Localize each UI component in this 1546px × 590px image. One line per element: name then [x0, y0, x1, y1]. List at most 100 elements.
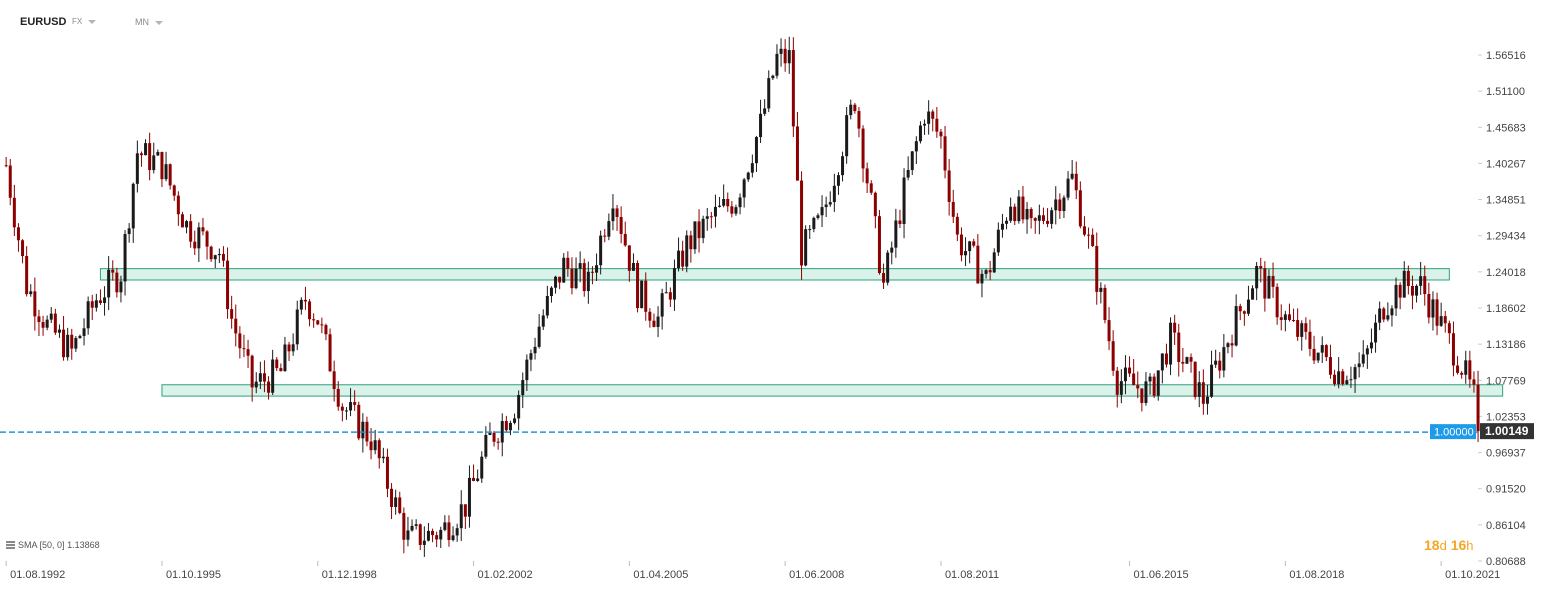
candle-body — [713, 206, 717, 217]
candle-body — [910, 151, 914, 170]
candle-body — [303, 299, 307, 302]
candle-body — [1275, 286, 1279, 318]
candle-body — [1201, 382, 1205, 404]
candle-body — [324, 325, 328, 335]
candle-body — [730, 206, 734, 214]
candle-body — [968, 241, 972, 252]
candle-body — [853, 104, 857, 112]
candle-body — [906, 169, 910, 178]
candle-body — [66, 334, 70, 358]
candle-body — [1328, 357, 1332, 375]
market-selector[interactable]: FX — [72, 17, 97, 26]
candle-body — [918, 125, 922, 142]
candle-body — [1074, 173, 1078, 191]
candle-body — [472, 477, 476, 481]
candle-body — [791, 50, 795, 127]
candle-body — [718, 205, 722, 207]
candle-body — [406, 530, 410, 540]
symbol-label[interactable]: EURUSD — [20, 16, 67, 28]
candle-body — [1005, 220, 1009, 224]
candle-body — [1234, 306, 1238, 346]
candle-body — [492, 432, 496, 442]
candle-body — [824, 204, 828, 208]
candle-body — [1066, 178, 1070, 198]
candle-body — [180, 214, 184, 228]
candle-body — [1415, 285, 1419, 296]
candle-body — [1333, 374, 1337, 385]
candle-body — [1058, 199, 1062, 211]
candle-body — [230, 309, 234, 319]
candle-body — [996, 229, 1000, 253]
candle-body — [279, 368, 283, 372]
candle-body — [377, 440, 381, 459]
candle-body — [500, 421, 504, 443]
candle-body — [45, 319, 49, 328]
candle-body — [1386, 315, 1390, 320]
candle-body — [644, 280, 648, 312]
candle-body — [1181, 361, 1185, 364]
timeframe-label: MN — [135, 17, 149, 27]
candle-body — [1222, 347, 1226, 371]
candle-body — [955, 216, 959, 235]
candle-body — [271, 359, 275, 393]
candle-body — [959, 234, 963, 256]
candle-body — [1156, 370, 1160, 396]
reference-price-label: 1.00000 — [1434, 427, 1474, 439]
candle-body — [340, 406, 344, 411]
candle-body — [221, 253, 225, 261]
candle-body — [533, 346, 537, 354]
candle-body — [582, 263, 586, 292]
x-tick-label: 01.02.2002 — [478, 569, 533, 581]
candle-body — [344, 410, 348, 412]
candle-body — [738, 197, 742, 208]
candle-body — [521, 380, 525, 396]
candle-body — [1037, 215, 1041, 221]
candle-body — [1283, 314, 1287, 320]
candle-body — [439, 529, 443, 540]
indicator-legend[interactable]: SMA [50, 0] 1.13868 — [6, 540, 100, 550]
candle-body — [1242, 311, 1246, 314]
candle-body — [250, 355, 254, 388]
candle-body — [898, 220, 902, 225]
candle-body — [57, 329, 61, 333]
candle-body — [127, 228, 131, 235]
candle-body — [631, 263, 635, 271]
candle-body — [16, 227, 20, 241]
candle-body — [701, 218, 705, 239]
candle-body — [1292, 319, 1296, 321]
candle-body — [664, 292, 668, 294]
candle-body — [1406, 270, 1410, 287]
candle-body — [361, 421, 365, 439]
timeframe-selector[interactable]: MN — [135, 17, 163, 27]
candle-body — [849, 104, 853, 116]
y-tick-label: 0.96937 — [1486, 448, 1526, 460]
candle-body — [1390, 308, 1394, 316]
candle-body — [1312, 348, 1316, 361]
candle-body — [1111, 341, 1115, 371]
candle-body — [431, 530, 435, 536]
candle-body — [1394, 284, 1398, 309]
candle-body — [148, 143, 152, 171]
candle-body — [517, 395, 521, 419]
y-tick-label: 1.24018 — [1486, 267, 1526, 279]
candle-body — [283, 344, 287, 372]
candle-body — [845, 115, 849, 157]
candle-body — [410, 525, 414, 531]
chevron-down-icon — [88, 19, 97, 24]
candle-body — [1017, 196, 1021, 222]
candle-body — [226, 260, 230, 310]
candle-body — [1460, 372, 1464, 375]
candle-body — [1353, 367, 1357, 380]
candle-body — [1160, 353, 1164, 371]
x-tick-label: 01.08.1992 — [10, 569, 65, 581]
menu-icon[interactable] — [6, 541, 15, 549]
candle-body — [697, 221, 701, 239]
candle-body — [1447, 323, 1451, 334]
candle-body — [189, 221, 193, 242]
candle-body — [394, 497, 398, 507]
candle-body — [262, 373, 266, 382]
y-tick-label: 1.02353 — [1486, 411, 1526, 423]
candle-body — [1226, 343, 1230, 348]
candle-body — [508, 422, 512, 431]
